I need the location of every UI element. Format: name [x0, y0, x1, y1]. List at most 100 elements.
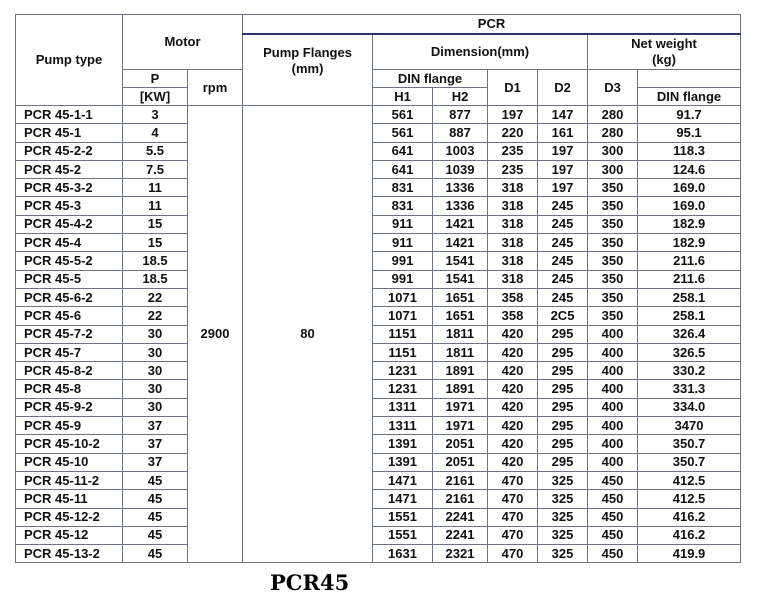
- cell-d2: 295: [537, 379, 589, 399]
- cell-h2: 1651: [432, 287, 489, 308]
- cell-h2: 887: [432, 123, 489, 143]
- cell-power: 22: [122, 287, 188, 308]
- caption: PCR45: [270, 570, 350, 595]
- cell-d3: 350: [587, 214, 639, 235]
- cell-d1: 420: [487, 416, 539, 436]
- cell-h2: 1811: [432, 324, 489, 344]
- cell-power: 15: [122, 214, 188, 235]
- header-net-weight-line2: (kg): [652, 52, 676, 67]
- cell-pump-type: PCR 45-3: [15, 196, 123, 216]
- cell-power: 37: [122, 452, 188, 472]
- cell-h2: 1971: [432, 397, 489, 418]
- cell-d1: 235: [487, 159, 539, 180]
- cell-d1: 420: [487, 379, 539, 399]
- cell-d1: 420: [487, 452, 539, 472]
- cell-pump-type: PCR 45-9-2: [15, 397, 123, 418]
- table-row: PCR 45-8-2 30 1231 1891 420 295 400 330.2: [15, 361, 742, 381]
- header-h2: H2: [432, 87, 489, 106]
- cell-d1: 420: [487, 434, 539, 454]
- cell-d2: 245: [537, 214, 589, 235]
- table-row: PCR 45-8 30 1231 1891 420 295 400 331.3: [15, 379, 742, 399]
- table-row: PCR 45-12-2 45 1551 2241 470 325 450 416.2: [15, 507, 742, 527]
- cell-d3: 400: [587, 452, 639, 472]
- cell-rpm: 2900: [186, 104, 244, 564]
- cell-h1: 831: [372, 196, 434, 216]
- table-body: PCR 45-1-1 3 2900 80 561 877 197 147 280 91.7 PCR …: [15, 104, 742, 564]
- cell-h2: 2051: [432, 434, 489, 454]
- cell-weight: 331.3: [637, 379, 742, 399]
- cell-h1: 1551: [372, 525, 434, 546]
- cell-weight: 350.7: [637, 452, 742, 472]
- cell-d3: 350: [587, 233, 639, 253]
- table-row: PCR 45-5-2 18.5 991 1541 318 245 350 211.6: [15, 251, 742, 271]
- table-row: PCR 45-11 45 1471 2161 470 325 450 412.5: [15, 489, 742, 509]
- cell-weight: 326.5: [637, 342, 742, 363]
- table-row: PCR 45-6-2 22 1071 1651 358 245 350 258.1: [15, 287, 742, 308]
- cell-d2: 245: [537, 251, 589, 271]
- header-net-weight: Net weight (kg): [587, 33, 742, 70]
- cell-weight: 416.2: [637, 507, 742, 527]
- cell-h2: 2241: [432, 525, 489, 546]
- cell-d2: 325: [537, 544, 589, 564]
- table-row: PCR 45-9 37 1311 1971 420 295 400 3470: [15, 416, 742, 436]
- cell-power: 30: [122, 342, 188, 363]
- cell-d3: 450: [587, 544, 639, 564]
- cell-pump-type: PCR 45-12: [15, 525, 123, 546]
- header-d2: D2: [537, 69, 589, 106]
- header-p: P: [122, 69, 188, 88]
- cell-d2: 295: [537, 452, 589, 472]
- cell-pump-type: PCR 45-12-2: [15, 507, 123, 527]
- table-row: PCR 45-11-2 45 1471 2161 470 325 450 412.5: [15, 470, 742, 491]
- cell-d3: 350: [587, 178, 639, 198]
- cell-pump-flanges: 80: [242, 104, 374, 564]
- cell-h2: 1541: [432, 251, 489, 271]
- cell-d3: 350: [587, 306, 639, 326]
- cell-d2: 295: [537, 324, 589, 344]
- cell-power: 18.5: [122, 251, 188, 271]
- cell-weight: 182.9: [637, 233, 742, 253]
- cell-d3: 450: [587, 470, 639, 491]
- cell-d3: 350: [587, 269, 639, 289]
- cell-h1: 991: [372, 269, 434, 289]
- cell-h1: 1471: [372, 489, 434, 509]
- cell-d3: 280: [587, 104, 639, 125]
- pump-spec-table: Pump type Motor PCR Pump Flanges (mm) Dim…: [15, 14, 742, 564]
- cell-power: 5.5: [122, 141, 188, 161]
- cell-d1: 358: [487, 306, 539, 326]
- cell-h1: 1311: [372, 397, 434, 418]
- cell-d1: 470: [487, 507, 539, 527]
- cell-h2: 1039: [432, 159, 489, 180]
- cell-weight: 326.4: [637, 324, 742, 344]
- cell-d3: 400: [587, 361, 639, 381]
- cell-d2: 295: [537, 397, 589, 418]
- table-row: PCR 45-10-2 37 1391 2051 420 295 400 350.7: [15, 434, 742, 454]
- table-row: PCR 45-2-2 5.5 641 1003 235 197 300 118.3: [15, 141, 742, 161]
- cell-d1: 318: [487, 269, 539, 289]
- cell-d2: 325: [537, 525, 589, 546]
- cell-weight: 91.7: [637, 104, 742, 125]
- cell-power: 11: [122, 178, 188, 198]
- cell-d2: 325: [537, 489, 589, 509]
- cell-weight: 169.0: [637, 178, 742, 198]
- header-pcr: PCR: [242, 14, 742, 35]
- header-h1: H1: [372, 87, 434, 106]
- cell-h1: 911: [372, 214, 434, 235]
- cell-h1: 1231: [372, 361, 434, 381]
- header-motor: Motor: [121, 14, 244, 70]
- table-row: PCR 45-5 18.5 991 1541 318 245 350 211.6: [15, 269, 742, 289]
- cell-h1: 1471: [372, 470, 434, 491]
- table-row: PCR 45-4-2 15 911 1421 318 245 350 182.9: [15, 214, 742, 235]
- cell-h2: 1811: [432, 342, 489, 363]
- cell-pump-type: PCR 45-3-2: [15, 178, 123, 198]
- cell-power: 30: [122, 397, 188, 418]
- cell-d2: 197: [537, 159, 589, 180]
- cell-h1: 1631: [372, 544, 434, 564]
- cell-pump-type: PCR 45-1-1: [15, 104, 123, 125]
- cell-h1: 1311: [372, 416, 434, 436]
- cell-power: 37: [122, 434, 188, 454]
- cell-h2: 1971: [432, 416, 489, 436]
- cell-weight: 330.2: [637, 361, 742, 381]
- cell-pump-type: PCR 45-2: [15, 159, 123, 180]
- cell-power: 11: [122, 196, 188, 216]
- header-d3: D3: [587, 69, 639, 106]
